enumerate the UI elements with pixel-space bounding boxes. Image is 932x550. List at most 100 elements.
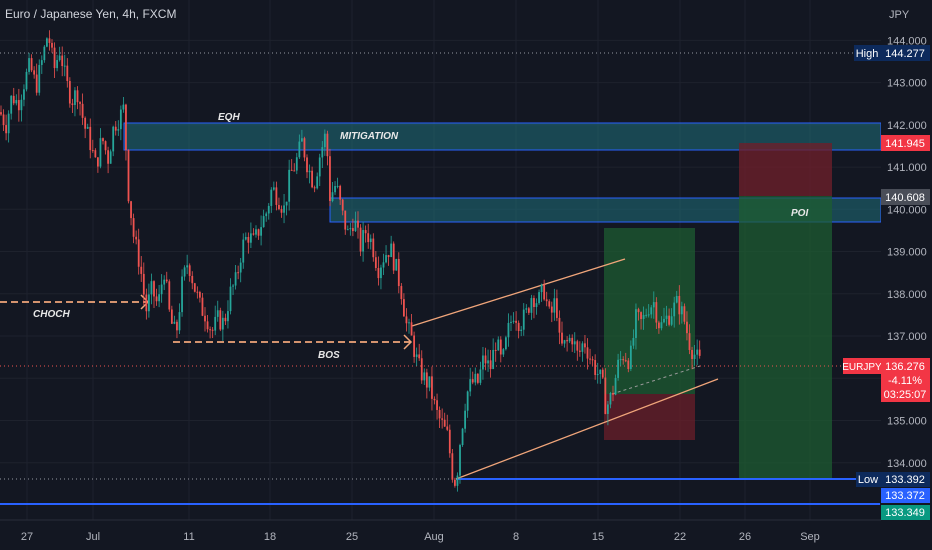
high-price-label [881,45,930,61]
candle-body [369,238,372,243]
candle-body [303,138,306,158]
candle-body [104,141,107,151]
candle-body [362,230,364,252]
candle-body [275,187,278,205]
candle-body [122,104,125,110]
candle-body [244,236,247,240]
candle-body [512,320,515,322]
candle-body [494,349,497,351]
candle-body [645,314,648,316]
short-target-zone[interactable] [739,196,832,479]
candle-body [652,302,655,308]
candle-body [479,369,482,383]
candle-body [558,317,561,333]
candle-body [573,341,576,345]
y-tick-label: 138.000 [887,289,927,301]
candle-body [227,311,229,322]
candle-body [691,349,693,359]
x-tick-label: 8 [513,531,519,543]
candle-body [385,255,387,263]
high-price-text: 144.277 [885,48,925,60]
candle-body [341,199,344,211]
price-axis[interactable] [881,0,932,520]
candle-body [191,275,194,284]
candle-body [176,321,178,331]
candle-body [186,265,189,268]
candle-body [665,315,668,319]
x-tick-label: 26 [739,531,751,543]
candle-body [609,393,612,405]
candle-body [510,321,512,323]
candle-body [339,185,342,200]
symbol-tag [843,358,881,374]
candle-body [112,126,115,152]
candles [0,30,701,492]
candle-body [683,306,686,322]
time-axis[interactable] [0,520,932,550]
candle-body [594,360,597,375]
line-price-label-2 [881,505,930,520]
candle-body [533,298,535,308]
candle-body [329,156,331,202]
candle-body [395,258,398,271]
candle-body [428,376,431,388]
candle-body [68,81,71,104]
candle-body [107,150,109,164]
candle-body [196,291,199,293]
y-tick-label: 143.000 [887,78,927,90]
candle-body [84,117,87,129]
candle-body [214,316,217,331]
candle-body [505,337,507,350]
current-price-text: 136.276 [885,361,925,373]
candle-body [660,322,663,329]
candle-body [425,372,428,388]
candle-body [545,299,548,302]
candle-body [201,297,204,316]
candle-body [400,286,403,300]
candle-body [627,360,630,369]
candle-body [650,307,653,315]
candle-body [413,335,415,357]
candle-body [584,343,586,348]
candle-body [680,306,683,315]
x-tick-label: 22 [674,531,686,543]
channel-upper-line[interactable] [411,258,626,327]
candle-body [232,285,234,287]
stop-price-label [881,135,930,151]
candle-body [678,295,681,315]
candle-body [168,281,171,310]
candle-body [599,369,602,375]
candle-body [492,349,495,370]
candle-body [548,301,551,307]
candle-body [578,350,581,352]
channel-lower-line[interactable] [455,378,719,480]
candle-body [247,236,250,243]
short-stop-zone[interactable] [739,143,832,196]
candle-body [206,321,209,330]
candle-body [30,58,33,71]
low-tag [856,472,881,487]
candle-body [607,404,609,414]
candle-body [591,359,594,361]
candle-body [563,340,566,344]
candle-body [446,426,449,430]
countdown-text: 03:25:07 [884,389,927,401]
candle-body [321,147,324,158]
candle-body [334,186,336,193]
candle-body [183,267,186,277]
candle-body [410,322,413,336]
candle-body [377,268,380,279]
candle-body [617,359,619,378]
candle-body [278,204,280,210]
candle-body [502,349,505,355]
candle-body [418,354,421,359]
candle-body [387,255,390,258]
candle-body [137,239,140,267]
candle-body [675,295,678,303]
candle-body [12,95,15,104]
candle-body [372,238,375,258]
candle-body [556,298,558,318]
candle-body [443,419,446,427]
candle-body [298,141,301,158]
